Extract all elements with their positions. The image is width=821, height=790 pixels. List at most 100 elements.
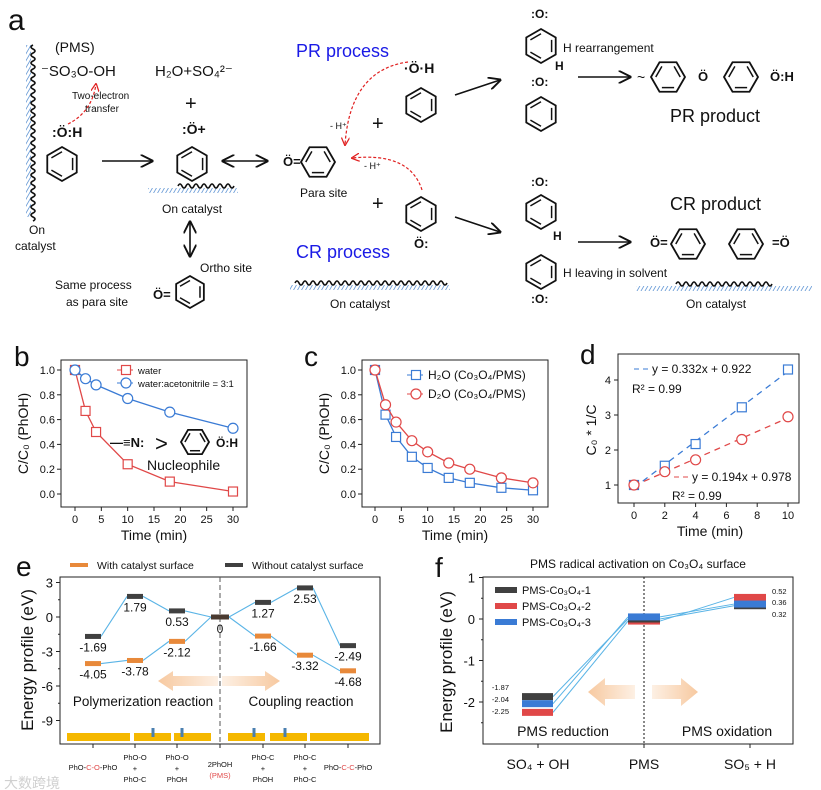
y-tick-label-b: 0.0 <box>40 489 55 501</box>
x-category-label-f: PMS <box>629 756 659 772</box>
phenol-top-oh: ·Ö·H <box>404 60 434 76</box>
x-tick-label-d: 2 <box>662 510 668 522</box>
pr-bridge-o: Ö <box>698 69 708 84</box>
connector-e-0 <box>270 635 298 656</box>
x-category-label-e: PhOH <box>253 775 273 784</box>
energy-level-f-0 <box>522 693 553 701</box>
connector-e-0 <box>312 654 341 672</box>
pr-product-label: PR product <box>670 106 760 126</box>
energy-label-e-1: -2.49 <box>334 650 362 664</box>
transfer-label: transfer <box>85 104 120 115</box>
x-axis-label-d: Time (min) <box>677 523 743 539</box>
connector-e-1 <box>270 587 298 603</box>
pms-formula: ⁻SO₃O-OH <box>41 63 116 80</box>
x-tick-label-d: 10 <box>782 510 794 522</box>
byproducts-label: H₂O+SO₄²⁻ <box>155 63 233 80</box>
panel-label-c: c <box>304 341 318 372</box>
data-point-d-1 <box>782 411 794 423</box>
x-tick-label-b: 10 <box>122 514 134 526</box>
x-tick-label-b: 25 <box>201 514 213 526</box>
x-tick-label-c: 20 <box>474 514 486 526</box>
x-category-label-e: PhO-C-C-PhO <box>324 763 373 772</box>
x-category-label-e: PhOH <box>167 775 187 784</box>
oxonium-ring <box>176 145 208 183</box>
energy-label-e-0: -2.12 <box>163 645 191 659</box>
x-tick-label-d: 8 <box>754 510 760 522</box>
double-bond <box>323 151 331 163</box>
data-point-c-1 <box>406 435 418 447</box>
x-tick-label-b: 5 <box>98 514 104 526</box>
energy-level-f-2 <box>628 613 660 621</box>
connector-e-1 <box>100 596 128 637</box>
x-category-label-f: SO₄ + OH <box>507 756 570 772</box>
arrow-pr-step <box>454 80 500 96</box>
surface-hatch-3 <box>636 286 812 291</box>
annotation-coupling: Coupling reaction <box>248 694 353 709</box>
energy-level-e-0 <box>85 661 101 667</box>
y-tick-label-b: 0.2 <box>40 464 55 476</box>
catalyst-surface-bar <box>228 733 265 741</box>
energy-level-e-0 <box>255 633 271 639</box>
h-leaving-label: H leaving in solvent <box>563 266 668 280</box>
pr-product-ring-1 <box>649 61 687 93</box>
energy-level-f-1 <box>522 708 553 716</box>
energy-label-f-0: 0.32 <box>772 610 787 619</box>
double-bond <box>181 169 193 177</box>
minus-h-2: - H⁺ <box>364 161 381 171</box>
x-category-label-e: + <box>133 764 138 773</box>
data-point-d-1 <box>659 466 671 478</box>
chart-title-f: PMS radical activation on Co₃O₄ surface <box>530 557 746 571</box>
adsorption-bond <box>252 728 256 737</box>
connector-e-1 <box>312 587 341 646</box>
phenoxy-ring <box>405 195 437 233</box>
y-tick-label-f: 0 <box>468 612 475 627</box>
x-category-label-e: PhO-C <box>124 775 148 784</box>
double-bond <box>305 151 313 163</box>
ring-outline <box>405 86 437 124</box>
x-tick-label-c: 15 <box>448 514 460 526</box>
energy-level-f-1 <box>734 593 766 601</box>
energy-label-e-0: -3.32 <box>291 659 319 673</box>
category-part: -PhO <box>355 763 373 772</box>
energy-level-f-2 <box>522 700 553 708</box>
energy-level-e-0 <box>127 657 143 663</box>
legend-label-e-1: Without catalyst surface <box>252 560 364 572</box>
double-bond <box>179 297 191 305</box>
double-bond <box>51 151 63 159</box>
y-tick-label-b: 1.0 <box>40 365 55 377</box>
y-tick-label-b: 0.4 <box>40 439 55 451</box>
y-tick-label-f: 1 <box>468 571 475 586</box>
legend-marker-c-1 <box>410 388 422 400</box>
x-category-label-e: PhO-O <box>165 753 189 762</box>
legend-marker-b-0 <box>120 364 132 376</box>
y-tick-label-c: 0.4 <box>341 439 356 451</box>
ring-outline <box>405 195 437 233</box>
pr-product-ring-2 <box>722 61 760 93</box>
pr-int-h: H <box>555 59 564 73</box>
legend-label-b-1: water:acetonitrile = 3:1 <box>137 379 234 390</box>
cr-process-label: CR process <box>296 242 390 262</box>
ring-outline <box>722 61 760 93</box>
x-category-label-e: + <box>175 764 180 773</box>
energy-level-e-1 <box>297 585 313 591</box>
surface-hatch-1 <box>148 188 238 193</box>
coupling-arrow-icon <box>222 671 280 691</box>
y-tick-label-d: 2 <box>605 445 611 457</box>
energy-label-f-1: 0.52 <box>772 587 787 596</box>
double-bond <box>733 233 741 245</box>
surface-hatch-2 <box>290 285 450 290</box>
y-tick-label-e: -3 <box>41 645 53 660</box>
x-category-label-f: SO₅ + H <box>724 756 776 772</box>
cr-product-ring-2 <box>727 228 765 260</box>
y-axis-label-e: Energy profile (eV) <box>18 589 37 731</box>
ring-outline <box>727 228 765 260</box>
y-tick-label-e: -9 <box>41 714 53 729</box>
double-bond <box>530 101 542 109</box>
category-part: -PhO <box>100 763 118 772</box>
x-tick-label-c: 10 <box>422 514 434 526</box>
series-line-b-0 <box>74 369 234 493</box>
double-bond <box>673 66 681 78</box>
double-bond <box>728 66 736 78</box>
double-bond <box>410 201 422 209</box>
data-point-b-1 <box>227 422 239 434</box>
